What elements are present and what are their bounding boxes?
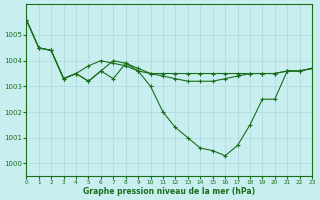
X-axis label: Graphe pression niveau de la mer (hPa): Graphe pression niveau de la mer (hPa) [83,187,255,196]
